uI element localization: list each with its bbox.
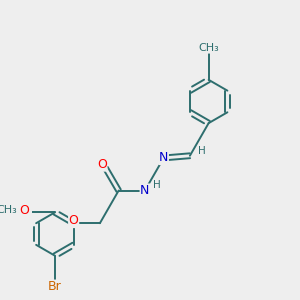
Text: CH₃: CH₃ (198, 43, 219, 53)
Text: H: H (153, 180, 161, 190)
Text: O: O (69, 214, 79, 227)
Text: N: N (159, 152, 168, 164)
Text: Br: Br (48, 280, 62, 293)
Text: CH₃: CH₃ (0, 205, 17, 215)
Text: H: H (198, 146, 206, 156)
Text: O: O (97, 158, 107, 171)
Text: N: N (140, 184, 150, 197)
Text: O: O (19, 204, 29, 217)
